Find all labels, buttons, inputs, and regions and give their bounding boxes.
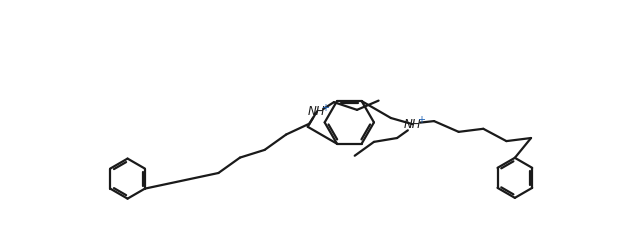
Text: NH: NH xyxy=(308,105,326,118)
Text: NH: NH xyxy=(404,118,421,131)
Text: +: + xyxy=(321,102,329,113)
Text: +: + xyxy=(417,115,425,125)
